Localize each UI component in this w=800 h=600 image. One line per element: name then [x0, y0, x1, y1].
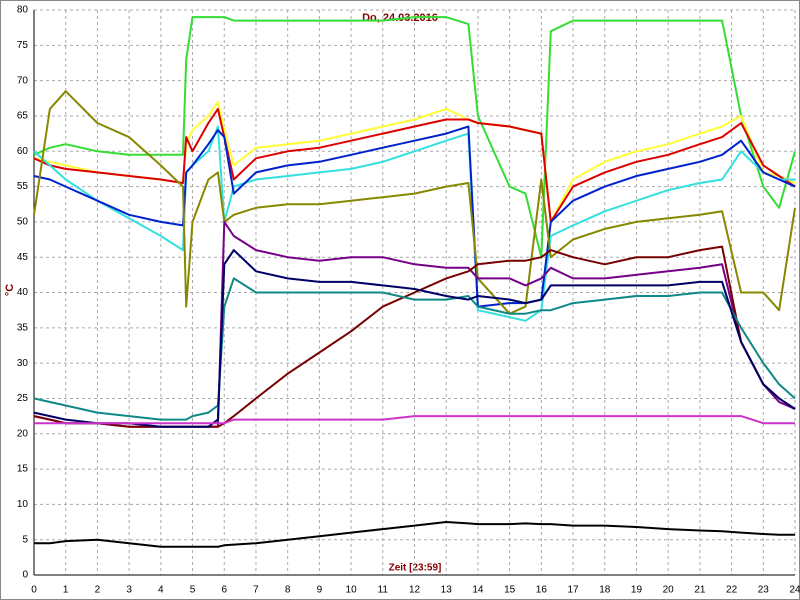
x-tick-label: 5 [190, 585, 196, 596]
x-tick-label: 4 [158, 585, 164, 596]
y-tick-label: 30 [17, 358, 29, 369]
x-tick-label: 10 [346, 585, 358, 596]
y-tick-label: 60 [17, 146, 29, 157]
series-line [33, 16, 796, 259]
series-line [34, 415, 795, 425]
x-tick-label: 19 [631, 585, 643, 596]
y-tick-label: 65 [17, 111, 29, 122]
y-tick-label: 80 [17, 5, 29, 16]
y-tick-label: 70 [17, 75, 29, 86]
y-tick-label: 75 [17, 40, 29, 51]
x-tick-label: 11 [378, 585, 389, 596]
y-tick-label: 5 [22, 534, 28, 545]
x-tick-label: 2 [95, 585, 101, 596]
series-line [33, 249, 796, 428]
y-tick-label: 10 [17, 499, 29, 510]
x-tick-label: 16 [536, 585, 548, 596]
y-tick-label: 25 [17, 393, 29, 404]
series-line [33, 277, 796, 421]
series-line [34, 521, 795, 548]
y-tick-label: 0 [22, 570, 28, 581]
y-tick-label: 20 [17, 428, 29, 439]
y-axis-label: °C [4, 284, 16, 296]
x-tick-label: 21 [694, 585, 706, 596]
y-tick-label: 50 [17, 217, 29, 228]
x-tick-label: 15 [504, 585, 516, 596]
x-tick-label: 17 [567, 585, 579, 596]
x-tick-label: 8 [285, 585, 291, 596]
y-tick-label: 40 [17, 287, 29, 298]
x-tick-label: 3 [126, 585, 132, 596]
x-tick-label: 12 [409, 585, 421, 596]
series-line [33, 90, 796, 315]
series-line [33, 125, 795, 322]
x-tick-label: 22 [726, 585, 738, 596]
x-tick-label: 14 [472, 585, 484, 596]
x-tick-label: 23 [758, 585, 770, 596]
x-tick-label: 0 [31, 585, 37, 596]
x-tick-label: 6 [221, 585, 227, 596]
y-tick-label: 55 [17, 181, 29, 192]
y-tick-label: 15 [17, 464, 29, 475]
y-tick-label: 45 [17, 252, 29, 263]
x-tick-label: 20 [663, 585, 675, 596]
x-tick-label: 1 [63, 585, 69, 596]
x-tick-label: 9 [317, 585, 323, 596]
x-tick-label: 18 [599, 585, 611, 596]
x-tick-label: 24 [789, 585, 800, 596]
x-tick-label: 7 [253, 585, 259, 596]
series-line [33, 125, 796, 308]
x-tick-label: 13 [441, 585, 453, 596]
y-tick-label: 35 [17, 322, 29, 333]
